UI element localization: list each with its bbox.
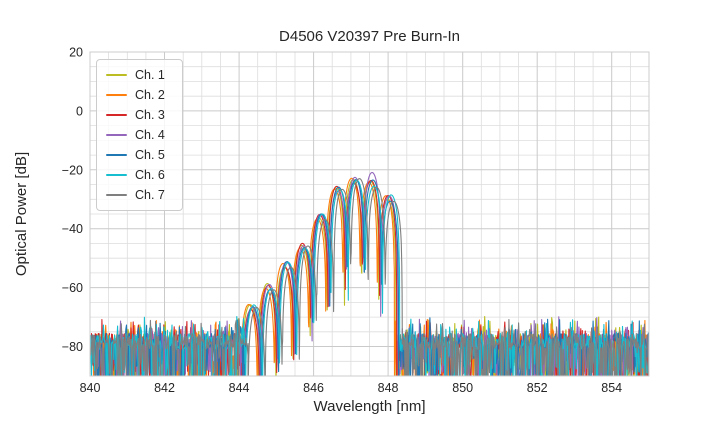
y-tick-label: −80 xyxy=(62,340,83,354)
legend-line-swatch xyxy=(106,94,127,96)
x-tick-labels: 840 842 844 846 848 850 852 854 xyxy=(80,381,623,395)
chart-title: D4506 V20397 Pre Burn-In xyxy=(279,28,460,45)
legend-label: Ch. 6 xyxy=(135,168,165,182)
x-tick-label: 846 xyxy=(303,381,324,395)
y-tick-label: −40 xyxy=(62,222,83,236)
x-tick-label: 848 xyxy=(378,381,399,395)
y-tick-labels: 20 0 −20 −40 −60 −80 xyxy=(62,46,83,355)
legend-line-swatch xyxy=(106,74,127,76)
y-tick-label: 20 xyxy=(69,46,83,60)
y-tick-label: 0 xyxy=(76,104,83,118)
y-tick-label: −20 xyxy=(62,163,83,177)
legend-label: Ch. 2 xyxy=(135,88,165,102)
x-tick-label: 850 xyxy=(452,381,473,395)
legend-item-ch-5: Ch. 5 xyxy=(106,145,174,165)
legend: Ch. 1 Ch. 2 Ch. 3 Ch. 4 Ch. 5 Ch. 6 Ch. 7 xyxy=(96,59,183,211)
trace-ch-7 xyxy=(90,178,649,376)
x-tick-label: 854 xyxy=(601,381,622,395)
x-tick-label: 844 xyxy=(229,381,250,395)
legend-label: Ch. 7 xyxy=(135,188,165,202)
x-axis-label: Wavelength [nm] xyxy=(314,398,426,415)
legend-line-swatch xyxy=(106,114,127,116)
legend-item-ch-6: Ch. 6 xyxy=(106,165,174,185)
x-tick-label: 852 xyxy=(527,381,548,395)
legend-item-ch-2: Ch. 2 xyxy=(106,85,174,105)
spectrum-traces xyxy=(90,171,649,376)
legend-label: Ch. 3 xyxy=(135,108,165,122)
legend-line-swatch xyxy=(106,194,127,196)
legend-line-swatch xyxy=(106,174,127,176)
legend-label: Ch. 1 xyxy=(135,68,165,82)
legend-item-ch-7: Ch. 7 xyxy=(106,185,174,205)
plot-area-border xyxy=(89,51,650,377)
legend-line-swatch xyxy=(106,154,127,156)
y-tick-label: −60 xyxy=(62,281,83,295)
legend-item-ch-3: Ch. 3 xyxy=(106,105,174,125)
y-axis-label: Optical Power [dB] xyxy=(13,152,30,276)
legend-label: Ch. 5 xyxy=(135,148,165,162)
x-tick-label: 840 xyxy=(80,381,101,395)
x-tick-label: 842 xyxy=(154,381,175,395)
legend-label: Ch. 4 xyxy=(135,128,165,142)
legend-item-ch-1: Ch. 1 xyxy=(106,65,174,85)
legend-item-ch-4: Ch. 4 xyxy=(106,125,174,145)
legend-line-swatch xyxy=(106,134,127,136)
